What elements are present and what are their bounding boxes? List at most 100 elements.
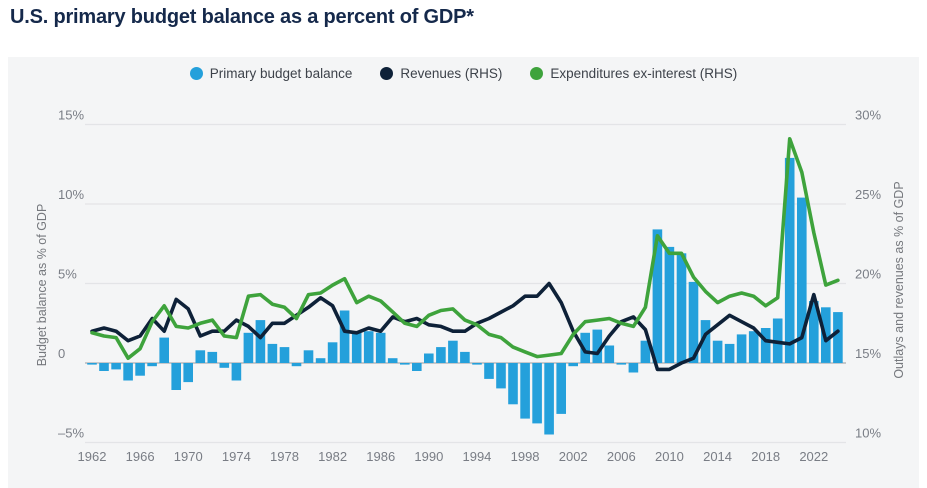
- chart-title: U.S. primary budget balance as a percent…: [10, 6, 474, 28]
- legend-label: Revenues (RHS): [400, 66, 503, 81]
- x-axis-tick-label: 1994: [462, 449, 491, 464]
- bar-2010: [664, 246, 675, 363]
- right-axis-tick-label: 15%: [855, 346, 881, 361]
- bar-1984: [351, 332, 362, 363]
- bar-1971: [195, 350, 206, 363]
- bar-1973: [219, 363, 230, 368]
- legend-label: Primary budget balance: [209, 66, 353, 81]
- bar-1996: [496, 363, 506, 389]
- bar-1982: [327, 342, 338, 363]
- bar-1988: [400, 363, 410, 365]
- bar-1992: [448, 340, 458, 363]
- right-axis-tick-label: 20%: [855, 267, 881, 282]
- left-axis-tick-label: 0: [58, 346, 65, 361]
- x-axis-tick-label: 2006: [607, 449, 636, 464]
- x-axis-tick-label: 1990: [414, 449, 443, 464]
- left-axis-title: Budget balance as % of GDP: [35, 203, 49, 367]
- bar-1995: [484, 363, 494, 379]
- x-axis-tick-label: 1978: [270, 449, 299, 464]
- x-axis-tick-label: 1982: [318, 449, 347, 464]
- x-axis-tick-label: 2014: [703, 449, 732, 464]
- bar-2021: [797, 197, 807, 363]
- bar-1974: [231, 363, 242, 381]
- bar-1979: [291, 363, 302, 367]
- bar-2022: [809, 301, 819, 363]
- chart-panel: Primary budget balance Revenues (RHS) Ex…: [8, 57, 919, 488]
- chart-canvas: 15% 30% 10% 25% 5% 20% 0 15% –5% 10% 1962 1966 1970 1…: [58, 108, 881, 465]
- bar-1968: [159, 337, 169, 363]
- x-axis-tick-label: 1962: [78, 449, 107, 464]
- bar-1963: [99, 363, 109, 371]
- revenues-dot-icon: [380, 67, 394, 80]
- bar-1972: [207, 351, 218, 363]
- bar-2001: [556, 363, 566, 414]
- bar-1970: [183, 363, 193, 383]
- bar-1985: [363, 331, 374, 363]
- x-axis-tick-label: 2022: [799, 449, 828, 464]
- bar-1978: [279, 347, 290, 363]
- bar-2011: [676, 253, 687, 363]
- left-axis-tick-label: –5%: [58, 426, 84, 441]
- bar-2024: [833, 312, 843, 363]
- bar-1993: [460, 351, 470, 363]
- bar-2017: [748, 331, 759, 363]
- x-axis-tick-label: 1974: [222, 449, 251, 464]
- bar-2004: [592, 329, 603, 363]
- bar-1986: [375, 332, 386, 363]
- legend-item-primary-budget-balance: Primary budget balance: [189, 66, 353, 81]
- right-axis-tick-label: 30%: [855, 108, 881, 123]
- bar-2018: [760, 328, 771, 363]
- x-axis-tick-label: 1998: [511, 449, 540, 464]
- x-axis-tick-label: 1966: [126, 449, 155, 464]
- x-axis-tick-label: 2010: [655, 449, 684, 464]
- x-axis-tick-label: 1970: [174, 449, 203, 464]
- bar-1969: [171, 363, 181, 390]
- revenues-line: [90, 281, 840, 372]
- bar-1989: [412, 363, 422, 371]
- primary-budget-balance-bars: [87, 157, 843, 435]
- bar-2005: [604, 345, 615, 363]
- bar-2015: [724, 343, 735, 363]
- expenditures-line: [90, 137, 840, 361]
- left-axis-tick-label: 5%: [58, 267, 77, 282]
- bar-2000: [544, 363, 554, 435]
- left-axis-tick-label: 10%: [58, 187, 84, 202]
- x-axis-tick-label: 1986: [366, 449, 395, 464]
- bar-1987: [387, 358, 398, 363]
- bar-1964: [111, 363, 121, 370]
- bar-1962: [87, 363, 97, 365]
- bar-2002: [568, 363, 578, 367]
- bar-2012: [688, 281, 699, 363]
- x-axis-tick-label: 2002: [559, 449, 588, 464]
- bar-2014: [712, 340, 723, 363]
- bar-1965: [123, 363, 133, 381]
- legend-item-revenues: Revenues (RHS): [380, 66, 502, 81]
- bar-1990: [424, 353, 434, 363]
- bar-1966: [135, 363, 145, 376]
- right-axis-title: Outlays and revenues as % of GDP: [892, 181, 906, 379]
- bar-1999: [532, 363, 542, 424]
- bar-1983: [339, 310, 350, 363]
- bar-1976: [255, 320, 266, 363]
- legend: Primary budget balance Revenues (RHS) Ex…: [8, 66, 919, 81]
- x-axis-tick-label: 2018: [751, 449, 780, 464]
- bar-2007: [628, 363, 639, 373]
- bar-1991: [436, 347, 446, 363]
- bar-2009: [652, 229, 663, 363]
- bar-1977: [267, 343, 278, 363]
- legend-label: Expenditures ex-interest (RHS): [550, 66, 738, 81]
- left-axis-tick-label: 15%: [58, 108, 84, 123]
- bar-1981: [315, 358, 326, 363]
- legend-item-expenditures: Expenditures ex-interest (RHS): [530, 66, 737, 81]
- bar-2006: [616, 363, 627, 365]
- bar-2016: [736, 334, 747, 363]
- expenditures-dot-icon: [530, 67, 544, 80]
- bar-2013: [700, 320, 711, 363]
- right-axis-tick-label: 10%: [855, 426, 881, 441]
- right-axis-tick-label: 25%: [855, 187, 881, 202]
- bar-2020: [784, 157, 795, 363]
- bar-1975: [243, 332, 254, 363]
- primary-budget-balance-dot-icon: [189, 67, 203, 80]
- bar-2008: [640, 340, 651, 363]
